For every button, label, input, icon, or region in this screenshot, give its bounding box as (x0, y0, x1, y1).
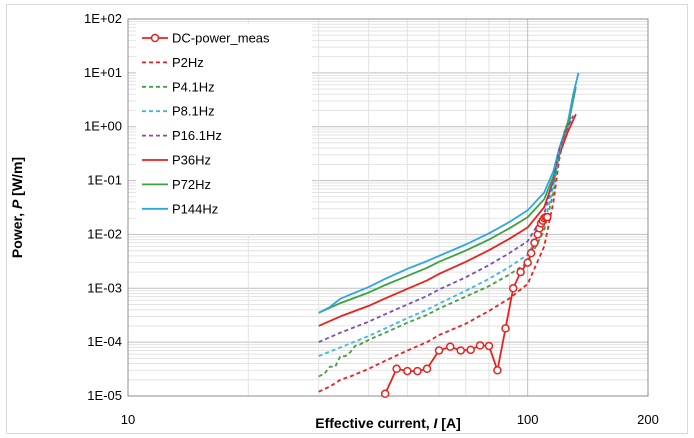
y-tick-label: 1E-03 (87, 280, 122, 295)
data-point-dc-power-meas (456, 346, 465, 355)
y-axis-label-part: Power, (9, 209, 25, 258)
y-tick-label: 1E-05 (87, 388, 122, 403)
legend-box (136, 24, 312, 234)
series-line-p4-1hz (318, 116, 572, 378)
y-tick-label: 1E+00 (84, 119, 122, 134)
data-point-dc-power-meas (516, 267, 525, 277)
legend-label: P36Hz (172, 153, 211, 168)
x-axis-label-part: [A] (437, 415, 460, 431)
data-point-dc-power-meas (526, 248, 536, 258)
legend-label: DC-power_meas (172, 31, 270, 46)
data-point-dc-power-meas (543, 212, 552, 222)
y-tick-label: 1E-02 (87, 226, 122, 241)
data-point-dc-power-meas (493, 366, 502, 375)
data-point-dc-power-meas (413, 366, 422, 376)
data-point-dc-power-meas (422, 364, 432, 374)
data-point-dc-power-meas (445, 342, 455, 352)
data-point-dc-power-meas (403, 366, 412, 376)
legend-label: P8.1Hz (172, 104, 215, 119)
tick-labels: 1E+02 1E+01 1E+00 1E-01 1E-02 1E-03 1E-04 1E-05… (84, 11, 659, 427)
data-point-dc-power-meas (380, 389, 390, 399)
y-tick-label: 1E-01 (87, 173, 122, 188)
series-line-p16-1hz (318, 115, 575, 343)
y-axis-label-part: [W/m] (9, 157, 25, 200)
legend-label: P144Hz (172, 201, 218, 216)
data-point-dc-power-meas (466, 345, 475, 355)
x-tick-label: 10 (121, 412, 135, 427)
data-point-dc-power-meas (484, 341, 494, 351)
series-line-p36hz (318, 113, 577, 327)
y-tick-label: 1E+02 (84, 11, 122, 26)
data-point-dc-power-meas (530, 238, 539, 248)
data-point-dc-power-meas (523, 258, 532, 267)
x-tick-label: 200 (637, 412, 659, 427)
legend: DC-power_meas P2Hz P4.1Hz P8.1Hz P16.1Hz P36H… (136, 24, 312, 234)
y-tick-label: 1E-04 (87, 334, 122, 349)
x-axis-label: Effective current, I [A] (315, 415, 460, 431)
legend-label: P16.1Hz (172, 128, 222, 143)
y-axis-label-part: P (9, 199, 25, 209)
y-axis-label: Power, P [W/m] (9, 157, 25, 258)
legend-label: P4.1Hz (172, 79, 215, 94)
legend-marker (150, 33, 160, 43)
data-point-dc-power-meas (508, 284, 518, 293)
x-axis-label-part: Effective current, (315, 415, 433, 431)
data-point-dc-power-meas (475, 341, 485, 350)
x-axis-label-part: I (434, 415, 439, 431)
data-point-dc-power-meas (434, 346, 444, 355)
series-layer (318, 72, 580, 399)
legend-label: P2Hz (172, 55, 204, 70)
y-tick-label: 1E+01 (84, 65, 122, 80)
data-point-dc-power-meas (501, 324, 510, 333)
series-line-p2hz (318, 116, 572, 393)
x-tick-label: 100 (517, 412, 539, 427)
legend-label: P72Hz (172, 177, 211, 192)
data-point-dc-power-meas (392, 364, 401, 374)
